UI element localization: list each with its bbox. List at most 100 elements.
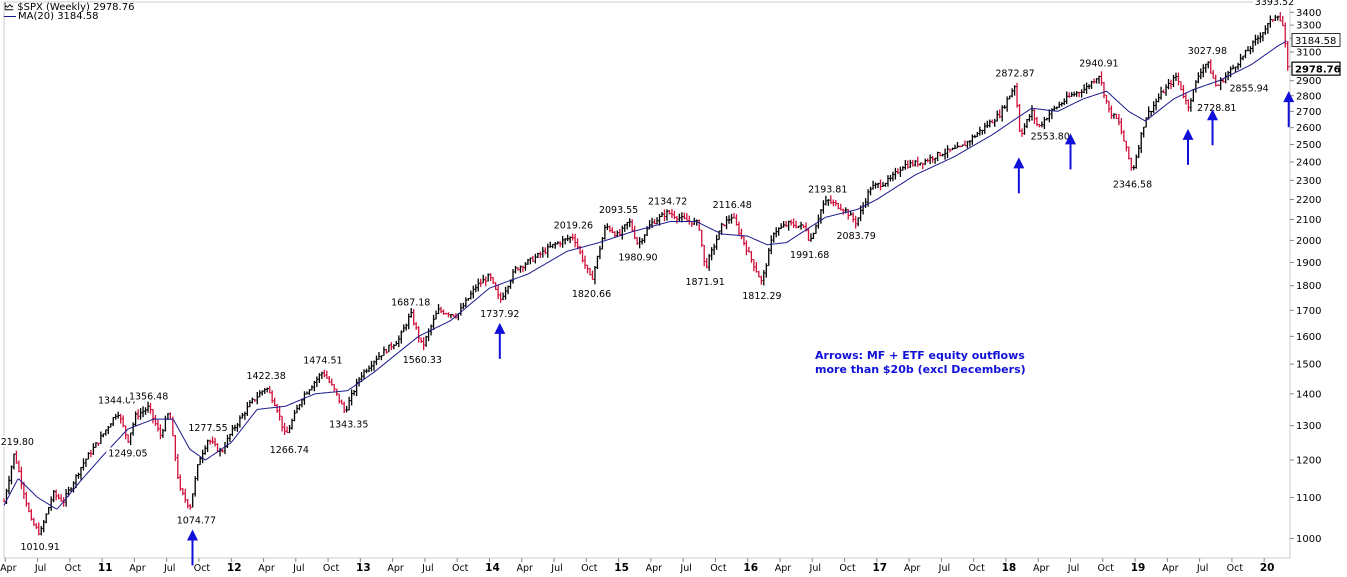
y-tick-label: 2700 — [1296, 107, 1321, 118]
value-label-bg — [106, 447, 150, 459]
value-label-bg — [710, 199, 754, 211]
y-tick-label: 3100 — [1296, 47, 1321, 58]
x-tick-label: Apr — [258, 563, 275, 574]
x-tick-label: Oct — [194, 563, 211, 574]
value-label-bg — [1110, 178, 1155, 190]
x-tick-label: Apr — [387, 563, 404, 574]
x-tick-label: Apr — [1162, 563, 1179, 574]
x-tick-label: Jul — [292, 563, 304, 574]
value-label: 1219.80 — [0, 437, 34, 448]
value-label-bg — [806, 183, 850, 195]
value-label-bg — [96, 394, 140, 406]
legend-symbol-label: $SPX (Weekly) — [17, 2, 90, 13]
y-tick-label: 3400 — [1296, 8, 1321, 19]
value-label: 2872.87 — [995, 69, 1034, 80]
x-tick-label: Jul — [163, 563, 175, 574]
value-label: 2193.81 — [808, 185, 847, 196]
y-tick-label: 1600 — [1296, 332, 1321, 343]
value-label: 2553.80 — [1031, 131, 1070, 142]
legend-ma-label: MA(20) — [18, 11, 54, 22]
value-label-bg — [400, 354, 444, 366]
x-tick-label: 20 — [1260, 562, 1275, 574]
x-tick-label: Apr — [775, 563, 792, 574]
value-label: 1474.51 — [303, 355, 342, 366]
value-label: 2019.26 — [554, 220, 593, 231]
value-label: 1871.91 — [685, 277, 724, 288]
x-tick-label: Jul — [1196, 563, 1208, 574]
value-label-bg — [993, 67, 1037, 79]
x-tick-label: Oct — [65, 563, 82, 574]
value-label-bg — [389, 296, 433, 308]
x-tick-label: Jul — [938, 563, 950, 574]
flow-arrow-head — [1283, 91, 1295, 103]
value-label-bg — [596, 203, 641, 215]
y-tick-label: 2100 — [1296, 215, 1321, 226]
y-tick-label: 1200 — [1296, 456, 1321, 467]
legend-symbol-value: 2978.76 — [93, 2, 135, 13]
legend-ma-value: 3184.58 — [57, 11, 99, 22]
value-label: 1422.38 — [246, 371, 285, 382]
value-label: 2346.58 — [1113, 180, 1152, 191]
y-tick-label: 1100 — [1296, 493, 1321, 504]
x-tick-label: Oct — [1098, 563, 1115, 574]
x-tick-label: Jul — [679, 563, 691, 574]
x-tick-label: Oct — [452, 563, 469, 574]
value-label: 3393.52 — [1255, 0, 1294, 8]
value-label: 2855.94 — [1229, 83, 1268, 94]
x-tick-label: 14 — [485, 562, 500, 574]
x-tick-label: Jul — [1067, 563, 1079, 574]
y-tick-label: 2200 — [1296, 195, 1321, 206]
flow-arrow-head — [1207, 109, 1219, 121]
arrows-annotation: Arrows: MF + ETF equity outflows more th… — [815, 349, 1026, 377]
x-tick-label: Oct — [581, 563, 598, 574]
flow-arrow-head — [494, 322, 506, 334]
value-label-bg — [788, 249, 832, 261]
value-label-bg — [186, 422, 230, 434]
x-tick-label: Apr — [129, 563, 146, 574]
value-label-bg — [174, 514, 218, 526]
value-label-bg — [1028, 130, 1072, 142]
x-tick-label: 18 — [1002, 562, 1017, 574]
value-label-bg — [569, 287, 614, 299]
value-label: 1687.18 — [391, 298, 430, 309]
y-tick-label: 1000 — [1296, 534, 1321, 545]
x-tick-label: 17 — [873, 562, 888, 574]
x-tick-label: 19 — [1131, 562, 1146, 574]
value-label-bg — [327, 418, 371, 430]
y-tick-label: 1300 — [1296, 421, 1321, 432]
y-tick-label: 1700 — [1296, 306, 1321, 317]
value-label-bg — [1227, 82, 1271, 94]
x-tick-label: Apr — [646, 563, 663, 574]
y-tick-label: 1900 — [1296, 258, 1321, 269]
x-tick-label: Jul — [809, 563, 821, 574]
last-value-label: 3184.58 — [1295, 36, 1336, 47]
value-label: 2134.72 — [648, 196, 687, 207]
x-tick-label: Apr — [0, 563, 17, 574]
value-label: 1356.48 — [129, 391, 168, 402]
value-label-bg — [1185, 45, 1229, 57]
x-tick-label: Oct — [839, 563, 856, 574]
value-label: 1812.29 — [742, 291, 781, 302]
x-tick-label: Oct — [710, 563, 727, 574]
y-tick-label: 2900 — [1296, 76, 1321, 87]
x-tick-label: 15 — [614, 562, 629, 574]
y-tick-label: 3300 — [1296, 21, 1321, 32]
flow-arrow-head — [1182, 128, 1194, 140]
y-tick-label: 1400 — [1296, 389, 1321, 400]
x-tick-label: 16 — [743, 562, 758, 574]
x-tick-label: 13 — [356, 562, 371, 574]
value-label-bg — [616, 251, 660, 263]
value-label: 1991.68 — [790, 250, 829, 261]
ma-swatch-icon — [4, 15, 16, 17]
value-label-bg — [0, 436, 36, 448]
x-tick-label: 12 — [227, 562, 242, 574]
x-tick-label: Oct — [1227, 563, 1244, 574]
last-value-label: 2978.76 — [1295, 65, 1341, 76]
value-label: 2093.55 — [599, 205, 638, 216]
legend-symbol: 🗠 $SPX (Weekly) 2978.76 — [4, 0, 134, 17]
y-tick-label: 1800 — [1296, 281, 1321, 292]
value-label: 1343.35 — [329, 420, 368, 431]
y-tick-label: 2000 — [1296, 236, 1321, 247]
last-value-box — [1291, 61, 1341, 76]
